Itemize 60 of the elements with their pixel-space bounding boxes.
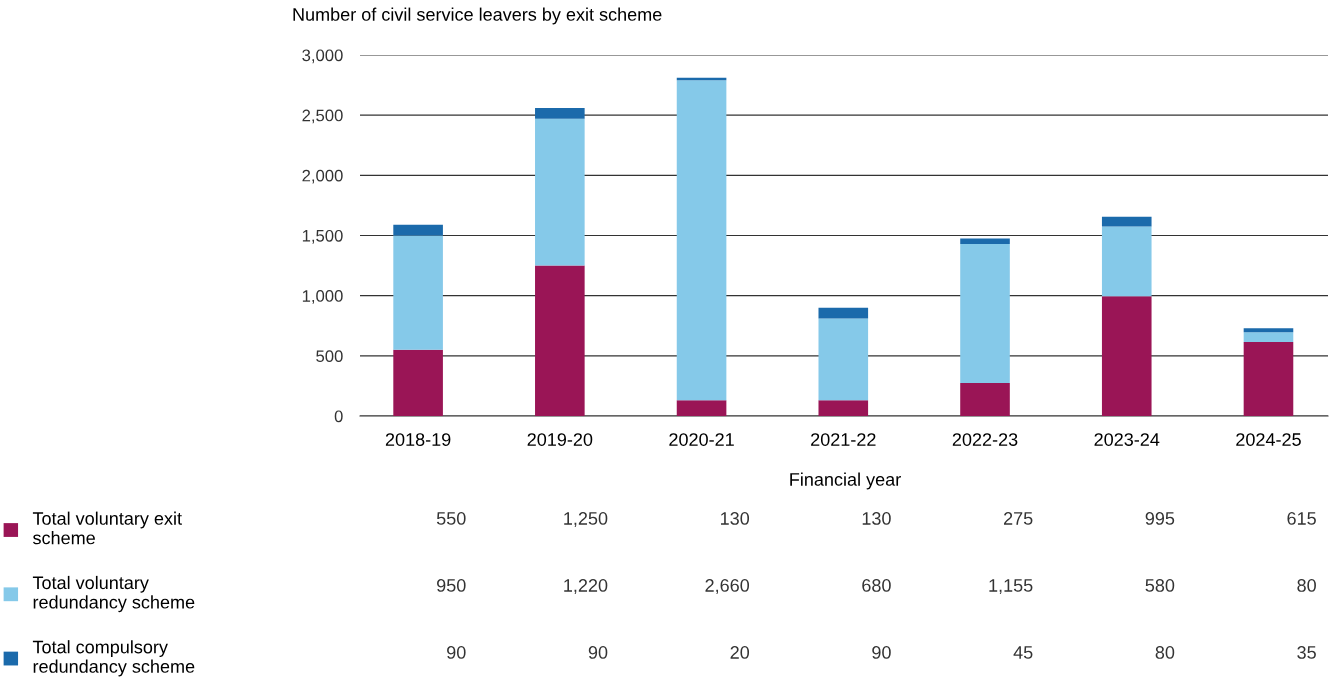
data-label: 550	[436, 512, 466, 525]
y-tick-label: 1,000	[302, 290, 343, 304]
y-tick-label: 2,500	[302, 109, 343, 124]
x-axis-title: Financial year	[790, 472, 901, 490]
bar	[676, 400, 727, 416]
x-tick-label: 2019-20	[527, 433, 593, 446]
data-label: 680	[862, 579, 891, 592]
bar	[1243, 342, 1294, 416]
data-label: 130	[721, 512, 750, 525]
bar	[960, 238, 1010, 244]
bar	[960, 243, 1010, 383]
bar	[393, 235, 443, 350]
bar	[676, 80, 727, 401]
bar	[960, 382, 1010, 416]
bar	[1101, 296, 1152, 416]
y-tick-label: 3,000	[302, 49, 343, 64]
bar	[535, 107, 585, 119]
x-tick-label: 2018-19	[385, 433, 451, 446]
chart-title: Number of civil service leavers by exit scheme	[293, 7, 662, 25]
data-label: 580	[1145, 579, 1175, 592]
legend-label: Total voluntary exit scheme	[32, 511, 182, 545]
x-tick-label: 2020-21	[669, 433, 734, 446]
x-tick-label: 2022-23	[952, 433, 1018, 446]
legend-label: Total compulsory redundancy scheme	[32, 640, 195, 677]
legend-label: Total voluntary redundancy scheme	[32, 575, 195, 613]
data-label: 2,660	[705, 579, 750, 594]
x-tick-label: 2024-25	[1236, 433, 1301, 446]
bar	[535, 265, 585, 416]
data-label: 90	[872, 646, 891, 659]
bar	[1243, 332, 1294, 342]
data-label: 615	[1287, 512, 1316, 525]
data-label: 1,250	[564, 512, 608, 527]
data-label: 995	[1145, 512, 1175, 525]
bar	[393, 349, 443, 416]
bar	[1243, 328, 1294, 333]
bar	[818, 400, 869, 416]
x-tick-label: 2021-22	[811, 433, 876, 446]
data-label: 950	[437, 579, 466, 592]
y-tick-label: 1,500	[302, 229, 343, 244]
y-tick-label: 500	[316, 350, 343, 363]
x-tick-label: 2023-24	[1094, 433, 1160, 446]
data-label: 130	[862, 512, 891, 525]
y-tick-label: 0	[334, 410, 343, 423]
data-label: 20	[730, 646, 750, 659]
data-label: 35	[1297, 646, 1316, 659]
data-label: 80	[1297, 579, 1316, 592]
data-label: 45	[1013, 646, 1033, 659]
bar	[1101, 226, 1152, 297]
data-label: 80	[1155, 646, 1175, 659]
bar	[393, 224, 443, 236]
bar	[1101, 216, 1152, 227]
data-label: 90	[447, 646, 466, 659]
data-label: 1,220	[564, 579, 608, 594]
y-tick-label: 2,000	[302, 169, 343, 184]
data-label: 90	[588, 646, 608, 659]
bar	[818, 318, 869, 401]
bar	[818, 307, 869, 319]
data-label: 1,155	[989, 579, 1033, 594]
data-label: 275	[1003, 512, 1033, 525]
bar	[535, 118, 585, 266]
